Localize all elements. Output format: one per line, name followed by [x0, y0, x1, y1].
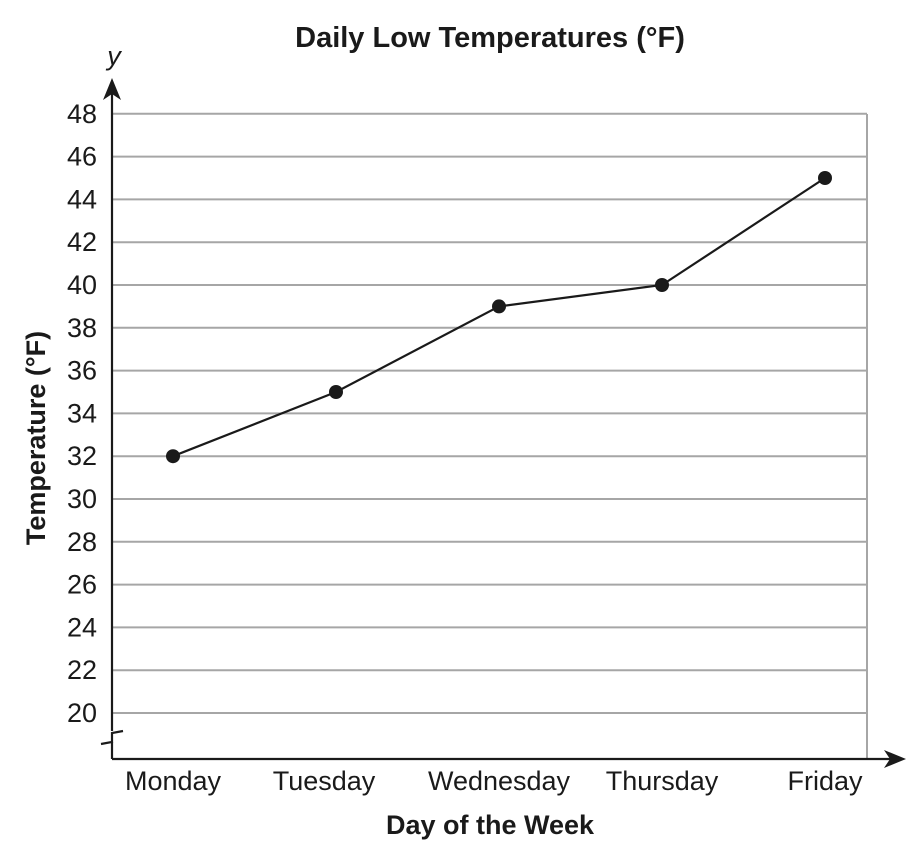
x-axis-arrow: [884, 750, 906, 768]
y-tick-label-42: 42: [67, 227, 97, 257]
y-tick-label-24: 24: [67, 612, 97, 642]
x-axis-title: Day of the Week: [386, 810, 595, 840]
y-tick-label-20: 20: [67, 698, 97, 728]
y-tick-label-40: 40: [67, 270, 97, 300]
y-tick-label-28: 28: [67, 527, 97, 557]
y-tick-label-32: 32: [67, 441, 97, 471]
y-axis-arrow: [103, 78, 121, 100]
data-point-wednesday: [492, 299, 506, 314]
data-point-tuesday: [329, 385, 343, 399]
x-tick-label-friday: Friday: [787, 766, 863, 796]
x-tick-label-monday: Monday: [125, 766, 222, 796]
y-tick-label-44: 44: [67, 184, 97, 214]
data-series: [166, 171, 832, 464]
data-point-thursday: [655, 278, 669, 292]
y-tick-label-36: 36: [67, 356, 97, 386]
y-tick-label-22: 22: [67, 655, 97, 685]
grid: [112, 112, 868, 759]
chart-title: Daily Low Temperatures (°F): [295, 22, 685, 54]
y-axis-variable: y: [105, 41, 122, 71]
y-tick-label-34: 34: [67, 398, 97, 428]
y-tick-label-30: 30: [67, 484, 97, 514]
y-axis-title: Temperature (°F): [21, 331, 51, 545]
y-tick-label-38: 38: [67, 313, 97, 343]
x-tick-label-thursday: Thursday: [606, 766, 719, 796]
y-tick-label-26: 26: [67, 570, 97, 600]
axes: [100, 78, 906, 768]
data-point-friday: [818, 171, 832, 185]
data-point-monday: [166, 449, 180, 464]
series-line: [172, 177, 826, 458]
y-tick-label-48: 48: [67, 99, 97, 129]
x-tick-label-wednesday: Wednesday: [428, 766, 571, 796]
y-tick-labels: 20 22 24 26 28 30 32 34 36 38 40 42 44 46 48: [67, 99, 97, 728]
y-tick-label-46: 46: [67, 142, 97, 172]
y-axis-break: [100, 729, 124, 746]
x-tick-labels: Monday Tuesday Wednesday Thursday Friday: [125, 766, 863, 796]
x-tick-label-tuesday: Tuesday: [273, 766, 376, 796]
